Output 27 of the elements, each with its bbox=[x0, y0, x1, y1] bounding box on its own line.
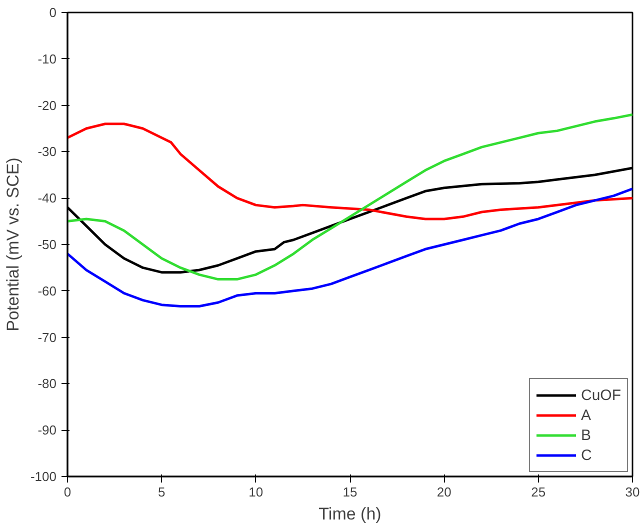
legend-label: A bbox=[580, 406, 592, 424]
y-tick-label: -100 bbox=[30, 469, 57, 484]
y-tick-label: -90 bbox=[38, 422, 57, 438]
y-axis-title: Potential (mV vs. SCE) bbox=[3, 158, 22, 332]
legend-label: B bbox=[580, 426, 592, 444]
line-series bbox=[68, 122, 632, 220]
legend-label: CuOF bbox=[580, 386, 621, 404]
line-series bbox=[68, 188, 632, 308]
y-tick-label: -30 bbox=[38, 144, 57, 160]
line-series bbox=[68, 113, 632, 281]
x-axis-title: Time (h) bbox=[318, 504, 382, 524]
x-tick-label: 5 bbox=[158, 484, 166, 500]
y-tick-label: -20 bbox=[38, 98, 57, 113]
legend-label: C bbox=[580, 446, 593, 464]
y-tick-label: -60 bbox=[38, 283, 57, 298]
y-tick-label: 0 bbox=[49, 5, 57, 20]
x-tick-label: 10 bbox=[248, 484, 264, 500]
y-tick-label: -80 bbox=[38, 376, 57, 392]
x-tick-label: 0 bbox=[64, 484, 72, 500]
y-tick-label: -50 bbox=[38, 237, 57, 252]
x-tick-label: 20 bbox=[436, 484, 452, 500]
x-tick-label: 25 bbox=[531, 484, 546, 500]
y-tick-label: -40 bbox=[38, 190, 57, 206]
x-tick-label: 15 bbox=[342, 484, 358, 500]
y-tick-label: -10 bbox=[38, 51, 57, 66]
x-tick-label: 30 bbox=[625, 484, 640, 500]
y-tick-label: -70 bbox=[38, 330, 57, 345]
